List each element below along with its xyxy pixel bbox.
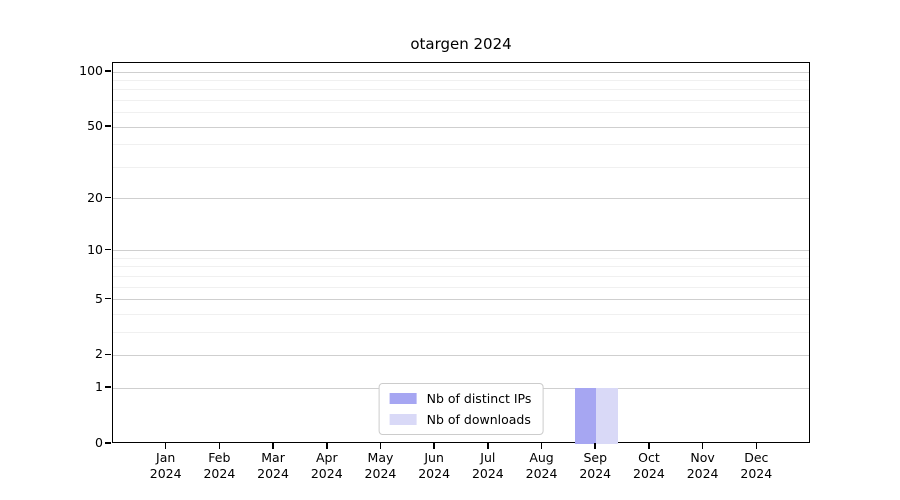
bar-distinct-ips — [574, 388, 597, 444]
x-tick-label: Apr 2024 — [310, 450, 343, 481]
x-tick-label: May 2024 — [364, 450, 397, 481]
y-tick-mark — [105, 297, 111, 300]
legend-label: Nb of distinct IPs — [426, 391, 532, 406]
legend-swatch — [389, 393, 417, 404]
x-tick-mark — [164, 443, 167, 449]
x-tick-label: Aug 2024 — [525, 450, 558, 481]
x-tick-label: Oct 2024 — [633, 450, 665, 481]
chart-title: otargen 2024 — [410, 35, 512, 53]
x-tick-label: Sep 2024 — [579, 450, 612, 481]
y-tick-mark — [105, 353, 111, 356]
y-tick-label: 20 — [87, 189, 103, 205]
minor-gridline — [113, 166, 809, 168]
x-tick-mark — [433, 443, 435, 449]
y-tick-label: 2 — [95, 346, 103, 362]
y-tick-mark — [105, 248, 111, 251]
y-tick-mark — [105, 125, 111, 127]
x-tick-label: Nov 2024 — [686, 450, 719, 481]
plot-area: Nb of distinct IPs Nb of downloads — [112, 62, 810, 444]
x-tick-mark — [594, 443, 596, 449]
y-tick-label: 5 — [95, 290, 103, 306]
y-tick-mark — [105, 386, 111, 388]
legend-entry: Nb of distinct IPs — [389, 391, 532, 406]
minor-gridline — [113, 99, 809, 101]
minor-gridline — [113, 275, 809, 277]
x-tick-mark — [487, 443, 489, 449]
y-tick-label: 0 — [95, 435, 103, 450]
x-tick-label: Dec 2024 — [740, 450, 773, 481]
minor-gridline — [113, 144, 809, 146]
x-tick-mark — [648, 443, 650, 449]
major-gridline — [113, 250, 809, 252]
x-tick-mark — [272, 443, 274, 449]
minor-gridline — [113, 286, 809, 288]
major-gridline — [113, 354, 809, 356]
legend-label: Nb of downloads — [426, 412, 531, 427]
major-gridline — [113, 299, 809, 301]
major-gridline — [113, 71, 809, 73]
minor-gridline — [113, 112, 809, 114]
x-tick-mark — [326, 443, 328, 449]
bar-downloads — [596, 388, 618, 444]
y-tick-mark — [105, 442, 111, 444]
x-tick-mark — [540, 443, 543, 449]
y-tick-label: 100 — [79, 63, 103, 79]
minor-gridline — [113, 313, 809, 315]
x-tick-mark — [218, 443, 221, 449]
y-tick-mark — [105, 70, 111, 72]
minor-gridline — [113, 331, 809, 333]
y-tick-label: 50 — [87, 118, 103, 134]
y-tick-mark — [105, 196, 111, 199]
x-tick-mark — [379, 443, 382, 449]
x-tick-label: Jul 2024 — [471, 450, 504, 481]
x-tick-label: Jan 2024 — [149, 450, 182, 481]
major-gridline — [113, 126, 809, 128]
minor-gridline — [113, 89, 809, 91]
legend-swatch — [389, 414, 417, 425]
x-tick-mark — [701, 443, 704, 449]
x-tick-mark — [755, 443, 758, 449]
major-gridline — [113, 198, 809, 200]
minor-gridline — [113, 266, 809, 268]
minor-gridline — [113, 79, 809, 81]
legend-entry: Nb of downloads — [389, 412, 532, 427]
x-tick-label: Mar 2024 — [257, 450, 289, 481]
minor-gridline — [113, 257, 809, 259]
x-tick-label: Jun 2024 — [418, 450, 451, 481]
y-tick-label: 10 — [87, 241, 103, 257]
y-tick-label: 1 — [95, 379, 103, 395]
x-tick-label: Feb 2024 — [203, 450, 236, 481]
legend: Nb of distinct IPs Nb of downloads — [378, 383, 544, 435]
